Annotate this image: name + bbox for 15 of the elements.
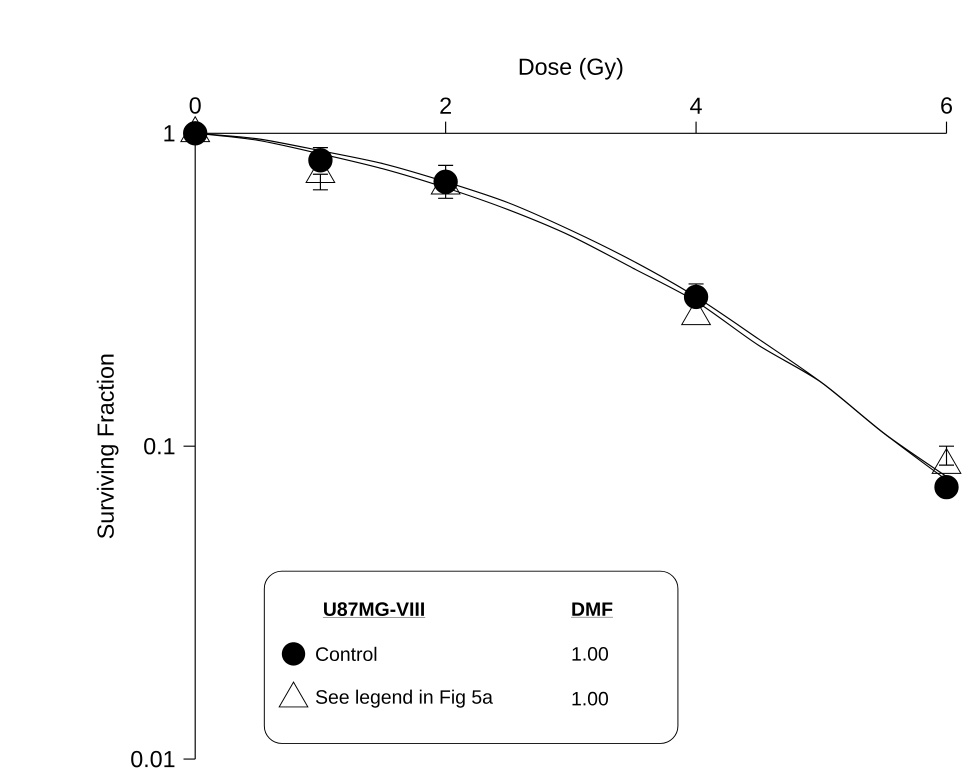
x-tick-label: 0: [190, 97, 201, 114]
annotation: 1.00: [572, 647, 608, 661]
annotation: 1.00: [572, 692, 608, 706]
x-axis-title: Dose (Gy): [520, 58, 622, 80]
y-tick-label: 1: [164, 125, 174, 142]
y-axis-title: Surviving Fraction: [96, 354, 118, 538]
legend-title: U87MG-VIII: [324, 602, 424, 616]
legend-label: Control: [316, 646, 376, 662]
y-tick-label: 0.1: [144, 438, 174, 455]
legend-label: See legend in Fig 5a: [316, 690, 493, 708]
x-tick-label: 6: [941, 97, 952, 114]
y-tick-label: 0.01: [131, 751, 174, 768]
annotation: DMF: [572, 602, 612, 616]
x-tick-label: 4: [690, 98, 702, 114]
x-tick-label: 2: [440, 98, 451, 114]
